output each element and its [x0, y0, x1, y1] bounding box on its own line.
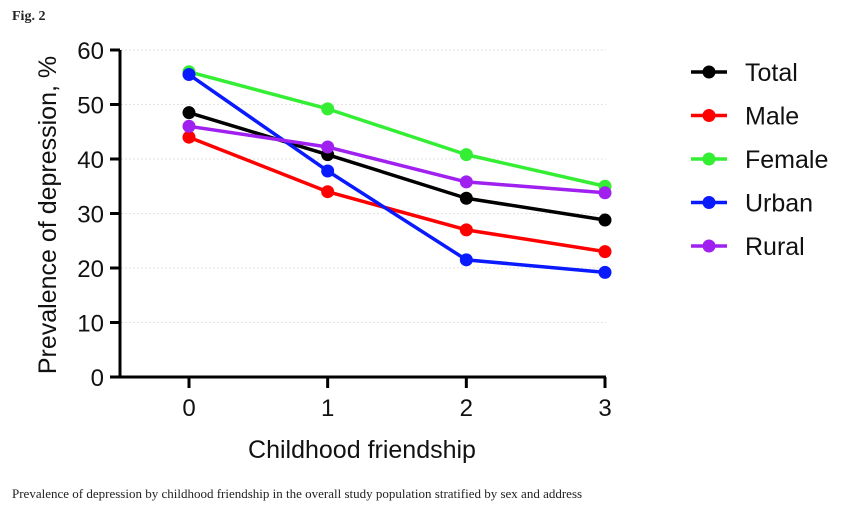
figure-label: Fig. 2: [12, 9, 46, 24]
legend-label-total: Total: [745, 59, 798, 87]
data-point-rural: [182, 119, 196, 133]
x-axis-label: Childhood friendship: [248, 436, 476, 464]
data-point-female: [321, 102, 335, 116]
legend-label-male: Male: [745, 103, 799, 131]
legend-item-female: Female: [691, 146, 828, 174]
legend-marker-total: [702, 65, 716, 79]
y-tick-label: 40: [77, 147, 104, 174]
y-tick-label: 60: [77, 38, 104, 65]
y-axis: 0 10 20 30 40 50 60: [77, 38, 122, 392]
data-point-male: [321, 185, 335, 199]
data-point-rural: [321, 140, 335, 154]
legend-marker-rural: [702, 239, 716, 253]
series-layer: [182, 65, 612, 279]
series-male: [182, 130, 612, 259]
legend-item-rural: Rural: [691, 233, 805, 261]
legend-marker-urban: [702, 196, 716, 209]
legend-label-rural: Rural: [745, 233, 805, 261]
data-point-urban: [598, 265, 612, 279]
series-rural: [182, 119, 612, 200]
data-point-male: [459, 223, 473, 237]
x-tick-label: 1: [321, 395, 334, 422]
y-axis-label: Prevalence of depression, %: [34, 56, 62, 374]
x-axis: 0 1 2 3: [118, 375, 612, 422]
data-point-female: [459, 148, 473, 162]
data-point-urban: [459, 253, 473, 267]
y-tick-label: 10: [77, 311, 104, 338]
series-line-total: [188, 111, 606, 222]
y-tick-label: 20: [77, 256, 104, 283]
data-point-total: [598, 213, 612, 227]
legend-marker-female: [702, 152, 716, 166]
data-point-urban: [182, 68, 196, 82]
legend-item-male: Male: [691, 103, 799, 131]
y-tick-label: 0: [91, 365, 104, 392]
series-line-urban: [188, 73, 606, 275]
data-point-male: [598, 245, 612, 259]
data-point-male: [182, 130, 196, 144]
grid-lines: [121, 49, 606, 323]
data-point-rural: [459, 175, 473, 189]
line-chart: 0 10 20 30 40 50 60 0 1 2 3 Prevalence of depress…: [34, 38, 828, 464]
legend-marker-male: [702, 109, 716, 122]
y-tick-label: 30: [77, 202, 104, 229]
series-line-male: [188, 135, 606, 254]
y-tick-label: 50: [77, 93, 104, 120]
x-tick-label: 2: [460, 395, 473, 422]
x-tick-label: 0: [182, 395, 195, 422]
figure-caption: Prevalence of depression by childhood fr…: [12, 486, 583, 501]
x-tick-label: 3: [598, 395, 611, 422]
series-urban: [182, 68, 612, 279]
legend-label-urban: Urban: [745, 190, 813, 218]
legend-item-urban: Urban: [691, 190, 813, 218]
series-line-rural: [188, 124, 606, 195]
data-point-total: [182, 106, 196, 120]
series-total: [182, 106, 612, 227]
legend: Total Male Female Urban Rural: [691, 59, 828, 261]
legend-label-female: Female: [745, 146, 828, 174]
series-line-female: [188, 70, 606, 188]
data-point-rural: [598, 186, 612, 200]
data-point-urban: [321, 164, 335, 178]
data-point-total: [459, 191, 473, 205]
legend-item-total: Total: [691, 59, 798, 87]
